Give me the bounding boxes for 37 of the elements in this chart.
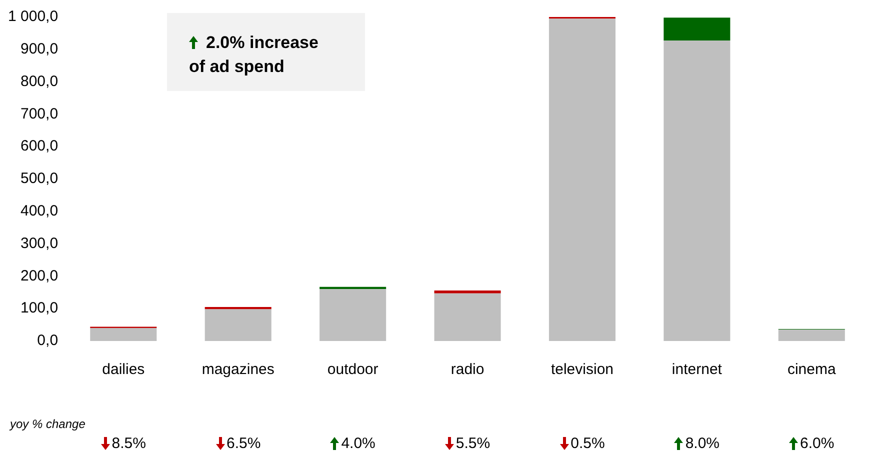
text: yoy % change [10,417,86,431]
y-tick-label: 600,0 [20,138,58,155]
y-tick-label: 700,0 [20,105,58,122]
y-tick-label: 300,0 [20,234,58,252]
callout-box: 2.0% increase of ad spend [167,13,365,91]
y-tick-label: 1 000,0 [8,8,58,26]
bar [434,290,501,294]
x-tick-label: television [550,361,614,378]
bar [320,289,386,341]
bar [90,328,157,341]
text: 0.5% [570,435,605,452]
y-tick-label: 800,0 [20,72,58,90]
text: 5.5% [456,435,490,452]
bar [548,18,616,341]
bar [778,330,845,341]
x-tick-label: outdoor [327,361,378,378]
text: 4.0% [341,435,376,452]
text: 6.0% [800,435,834,452]
y-tick-label: 200,0 [20,267,58,284]
text: 8.5% [112,435,146,452]
x-tick-label: radio [450,361,484,378]
x-tick-label: magazines [202,361,274,378]
annotation: 2.0% increase of ad spend [189,33,318,76]
x-tick-label: dailies [102,361,145,378]
x-tick-label: internet [672,361,723,378]
y-tick-label: 0,0 [37,332,58,350]
y-tick-label: 500,0 [20,170,58,188]
bar [204,309,272,341]
y-tick-label: 900,0 [20,40,58,58]
bar [664,40,730,341]
y-tick-label: 100,0 [20,300,58,317]
bar [664,18,730,41]
text: 8.0% [685,435,720,452]
bar [434,293,501,341]
y-tick-label: 400,0 [20,202,58,220]
text: 6.5% [226,435,261,452]
x-tick-label: cinema [787,361,836,378]
